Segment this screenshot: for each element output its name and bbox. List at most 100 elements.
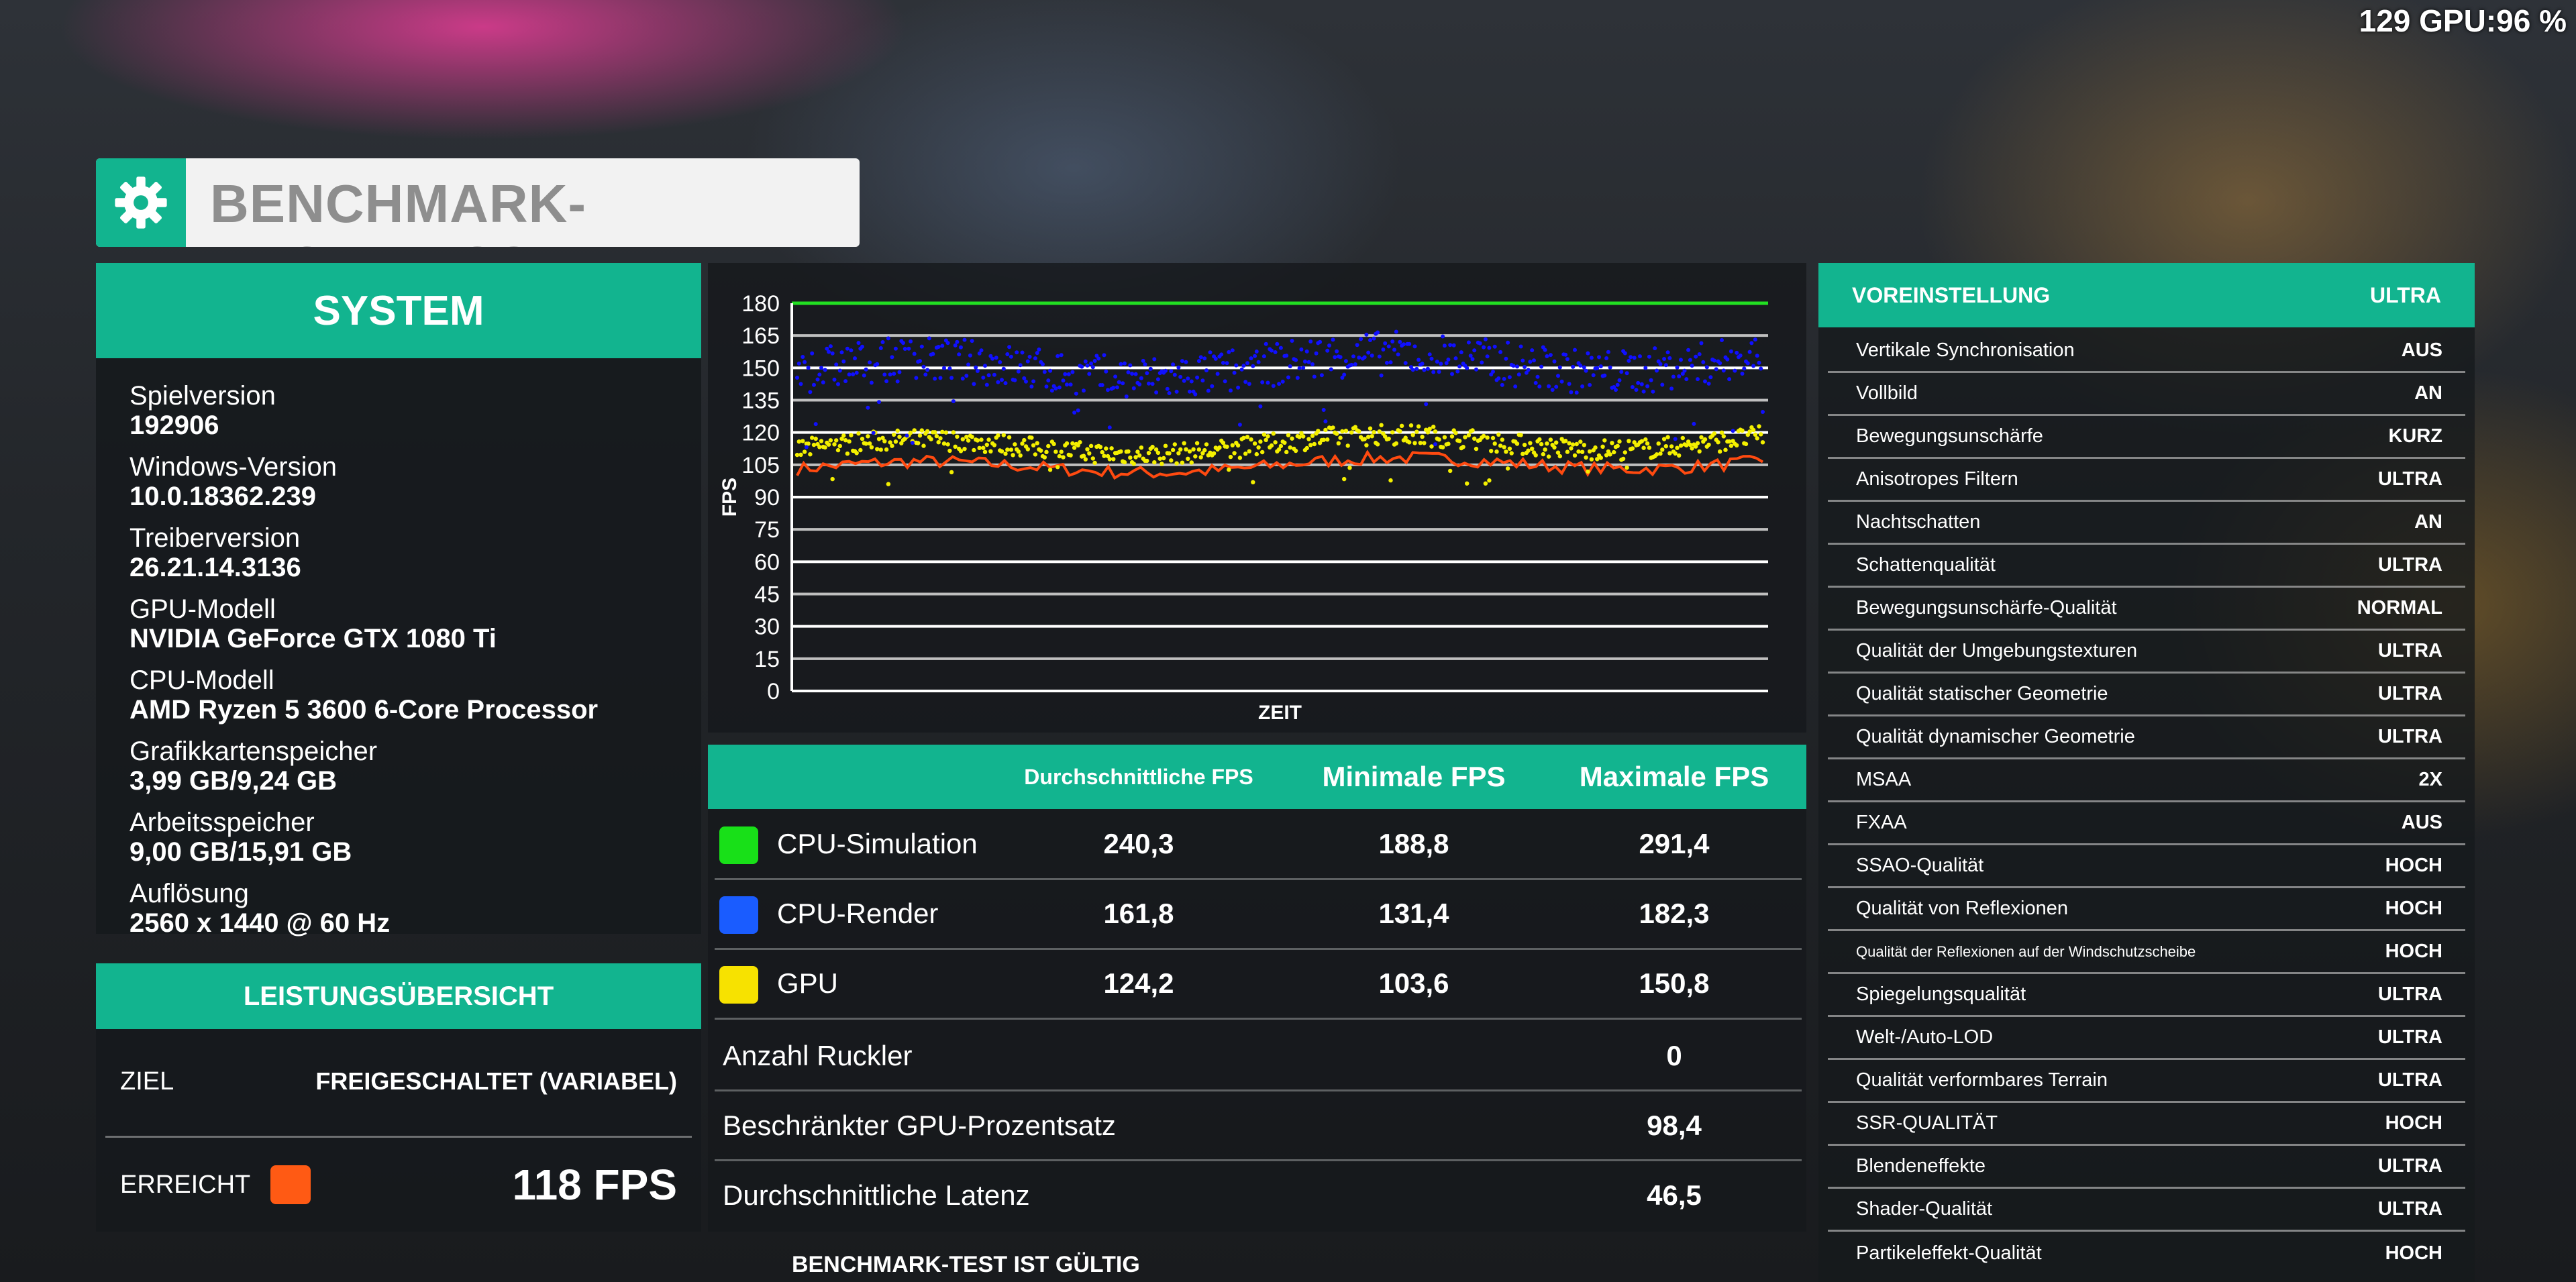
- cpu-render-point: [940, 343, 945, 348]
- cpu-render-point: [890, 355, 894, 360]
- system-item-value: 192906: [130, 411, 219, 440]
- cpu-render-point: [1708, 375, 1713, 380]
- cpu-render-point: [955, 339, 960, 344]
- cpu-render-point: [1521, 358, 1525, 363]
- gpu-point: [1427, 427, 1432, 431]
- cpu-render-point: [1459, 350, 1463, 355]
- cpu-render-point: [1304, 349, 1309, 354]
- cpu-render-point: [949, 376, 954, 380]
- gpu-point: [1264, 437, 1268, 442]
- cpu-render-point: [1025, 359, 1030, 364]
- gpu-point: [1061, 455, 1066, 460]
- cpu-render-point: [1053, 386, 1058, 391]
- cpu-render-point: [996, 380, 1000, 384]
- cpu-render-point: [1037, 348, 1041, 352]
- gpu-point: [1498, 443, 1503, 448]
- cpu-render-point: [1049, 388, 1054, 393]
- gpu-point: [1403, 435, 1408, 440]
- gpu-point: [1723, 447, 1728, 452]
- cpu-render-point: [1647, 354, 1651, 359]
- cpu-render-point: [918, 359, 922, 364]
- performance-achieved-row: ERREICHT 118 FPS: [120, 1138, 677, 1232]
- setting-value: ULTRA: [2377, 640, 2442, 661]
- cpu-render-point: [1022, 376, 1027, 380]
- cpu-render-point: [1755, 354, 1759, 358]
- table-row: GPU 124,2 103,6 150,8: [708, 949, 1806, 1018]
- cpu-render-point: [901, 341, 905, 345]
- cpu-render-point: [1580, 384, 1585, 388]
- gpu-point: [1345, 443, 1350, 448]
- fps-gpu-overlay: 129 GPU:96 %: [2359, 3, 2567, 38]
- setting-value: KURZ: [2388, 425, 2442, 447]
- gpu-point: [984, 442, 989, 447]
- gpu-point: [1111, 457, 1116, 462]
- cpu-render-point: [1655, 368, 1659, 373]
- gpu-point: [1472, 436, 1477, 441]
- cpu-render-point: [1260, 380, 1265, 384]
- cpu-render-point: [1357, 356, 1361, 360]
- cpu-render-point: [1394, 329, 1398, 334]
- gpu-point: [1557, 453, 1562, 459]
- gpu-point: [919, 428, 924, 433]
- cpu-render-point: [1130, 372, 1135, 376]
- row-value: 0: [1666, 1040, 1682, 1071]
- gpu-point: [1312, 441, 1317, 447]
- cpu-render-point: [1482, 345, 1486, 350]
- gpu-point: [1282, 440, 1287, 445]
- cpu-render-point: [1545, 354, 1549, 358]
- gpu-point: [1064, 441, 1070, 446]
- gpu-point: [979, 437, 984, 442]
- gpu-point: [1196, 447, 1202, 452]
- system-item-label: Treiberversion: [130, 523, 301, 553]
- gpu-point: [1088, 443, 1094, 448]
- gpu-point: [1537, 437, 1542, 442]
- gpu-point: [1470, 428, 1475, 433]
- gpu-point: [1182, 441, 1186, 445]
- gpu-point: [1565, 449, 1570, 454]
- setting-row: Schattenqualität ULTRA: [1828, 545, 2465, 588]
- cpu-render-point: [1718, 361, 1722, 366]
- gpu-point: [1593, 445, 1598, 450]
- cpu-render-point: [1761, 410, 1765, 414]
- cpu-render-point: [1502, 376, 1506, 381]
- gpu-point: [1407, 440, 1412, 445]
- cpu-render-point: [994, 356, 998, 360]
- cpu-render-point: [1450, 372, 1454, 376]
- gpu-point: [1665, 435, 1670, 439]
- setting-value: HOCH: [2385, 1242, 2442, 1264]
- cpu-render-point: [1532, 358, 1536, 363]
- gpu-point: [878, 447, 883, 452]
- cpu-render-point: [960, 376, 965, 381]
- cpu-render-point: [1342, 372, 1347, 377]
- cpu-render-point: [812, 382, 816, 387]
- cpu-render-point: [1453, 356, 1458, 361]
- cpu-render-point: [1286, 375, 1290, 380]
- cpu-render-point: [1742, 366, 1747, 371]
- cpu-render-point: [1489, 372, 1494, 377]
- setting-value: HOCH: [2385, 1112, 2442, 1134]
- cpu-render-point: [1172, 372, 1177, 377]
- cpu-render-point: [1215, 372, 1220, 376]
- cpu-render-point: [801, 355, 805, 359]
- cpu-render-point: [1665, 350, 1670, 355]
- cpu-render-point: [1442, 343, 1447, 348]
- cpu-render-point: [1401, 342, 1406, 347]
- gpu-point: [1293, 448, 1298, 453]
- gpu-point: [1122, 460, 1127, 465]
- gpu-point: [1620, 456, 1626, 462]
- cpu-render-point: [1632, 356, 1637, 360]
- row-value: 46,5: [1647, 1179, 1702, 1211]
- gpu-point: [1308, 443, 1313, 447]
- cpu-render-point: [1690, 364, 1694, 368]
- gpu-point: [1186, 456, 1190, 461]
- cpu-render-point: [1237, 423, 1242, 427]
- cpu-render-point: [1229, 388, 1233, 393]
- cpu-render-point: [837, 368, 842, 373]
- cpu-render-point: [1451, 343, 1456, 348]
- gpu-point: [1567, 441, 1572, 445]
- cpu-render-point: [1684, 377, 1689, 382]
- cpu-render-point: [1227, 350, 1231, 354]
- gpu-point: [1492, 441, 1497, 446]
- cpu-render-point: [1645, 384, 1650, 388]
- gpu-point: [1155, 450, 1161, 456]
